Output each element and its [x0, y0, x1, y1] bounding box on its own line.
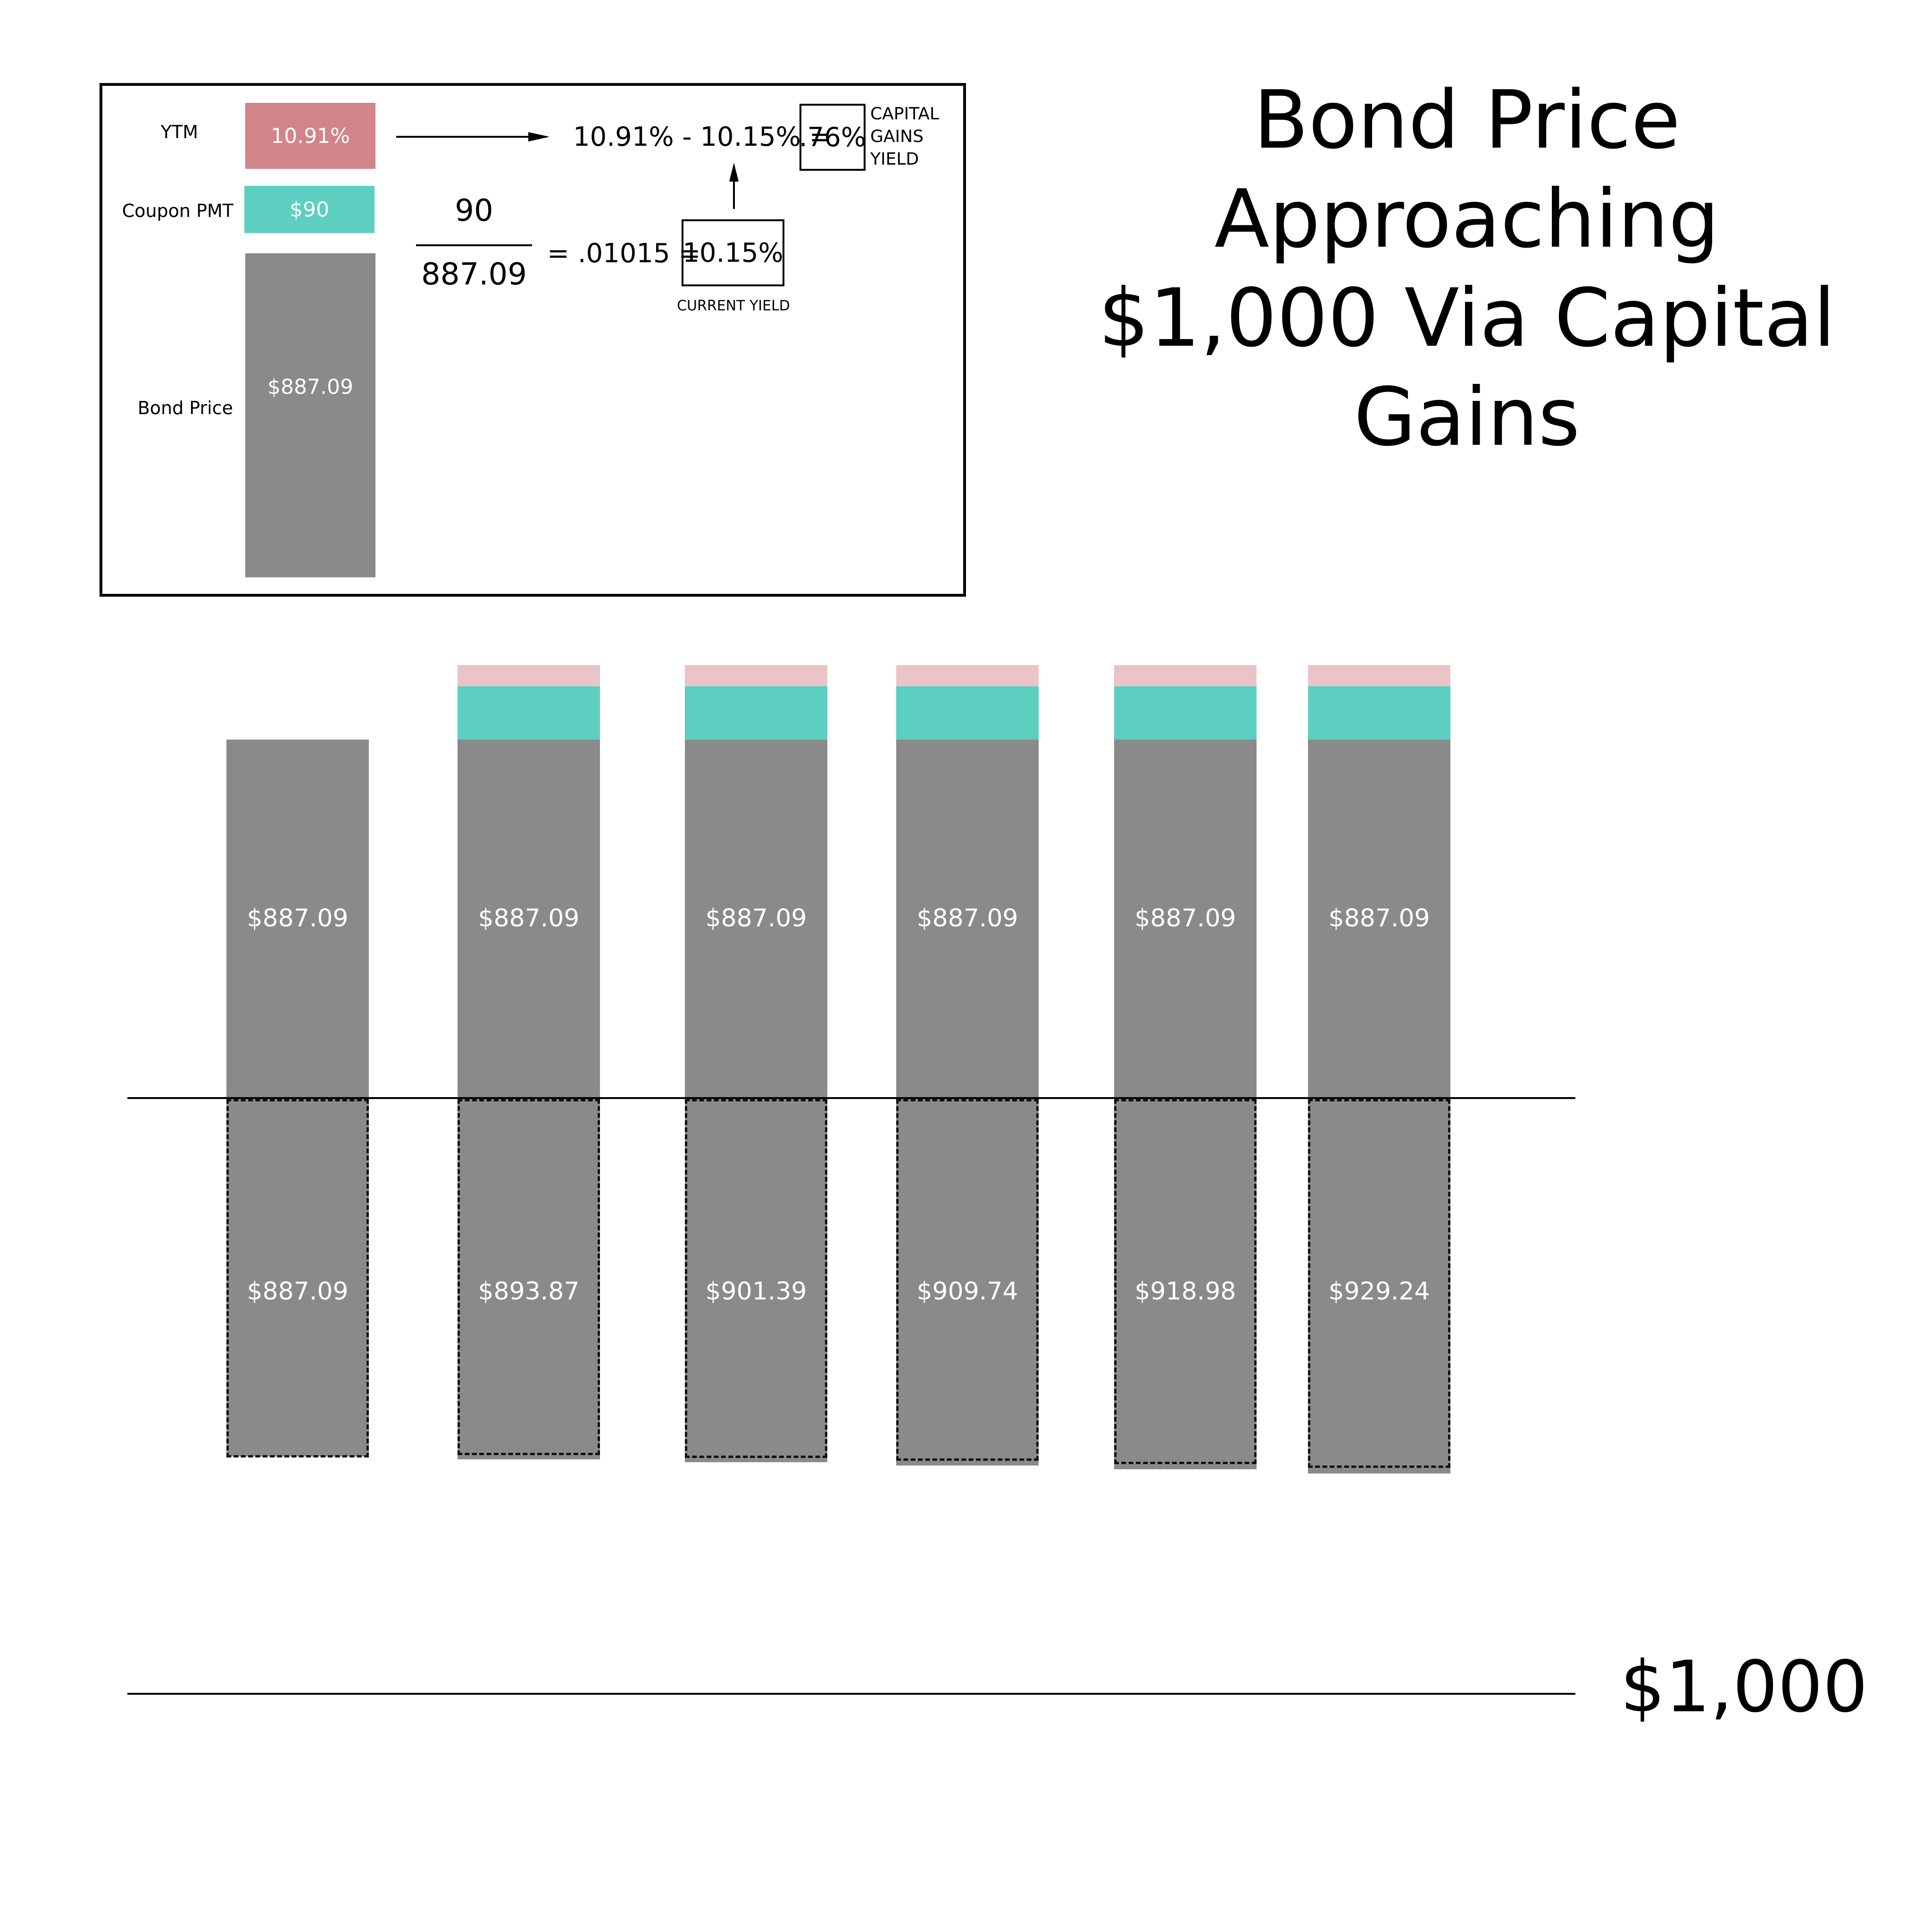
- capital-gains-segment: [1308, 665, 1450, 686]
- current-yield-value-box: 10.15%: [682, 219, 784, 286]
- ytm-minus-cy-text: 10.91% - 10.15% =: [573, 122, 832, 152]
- previous-level-outline: [226, 1099, 369, 1457]
- current-yield-label: CURRENT YIELD: [677, 298, 790, 314]
- capital-gains-segment: [685, 665, 827, 686]
- previous-level-outline: [1308, 1099, 1450, 1468]
- ratio-text: = .01015 =: [547, 238, 701, 269]
- coupon-segment: [1114, 686, 1257, 740]
- legend-box: [100, 83, 966, 597]
- ytm-label: YTM: [160, 122, 198, 142]
- par-value-label: $1,000: [1620, 1646, 1868, 1728]
- upper-price-bar: $887.09: [1114, 740, 1257, 1097]
- lower-price-bar: $901.39: [685, 1098, 827, 1463]
- coupon-segment: [685, 686, 827, 740]
- fraction-denominator: 887.09: [421, 257, 527, 292]
- capital-gains-segment: [1114, 665, 1257, 686]
- lower-price-bar: $929.24: [1308, 1098, 1450, 1474]
- previous-level-outline: [896, 1099, 1039, 1461]
- capital-gains-value-box: .76%: [799, 104, 866, 171]
- upper-price-bar: $887.09: [458, 740, 600, 1097]
- title-line-1: Bond Price Approaching: [1214, 74, 1720, 266]
- upper-price-bar: $887.09: [1308, 740, 1450, 1097]
- ytm-segment: 10.91%: [245, 103, 375, 169]
- previous-level-outline: [458, 1099, 600, 1455]
- bond-price-segment: $887.09: [245, 253, 375, 577]
- previous-level-outline: [685, 1099, 827, 1458]
- lower-price-bar: $918.98: [1114, 1098, 1257, 1470]
- fraction-bar: [416, 244, 532, 246]
- arrow-right-icon: [396, 132, 550, 142]
- capital-gains-segment: [896, 665, 1039, 686]
- lower-price-bar: $893.87: [458, 1098, 600, 1459]
- lower-price-bar: $887.09: [226, 1098, 369, 1457]
- upper-price-bar: $887.09: [226, 740, 369, 1097]
- page-title: Bond Price Approaching $1,000 Via Capita…: [1014, 71, 1920, 467]
- upper-price-bar: $887.09: [685, 740, 827, 1097]
- lower-price-bar: $909.74: [896, 1098, 1039, 1466]
- coupon-segment: [896, 686, 1039, 740]
- coupon-segment: $90: [244, 186, 375, 233]
- bond-price-label: Bond Price: [137, 398, 233, 418]
- par-value-line: [127, 1693, 1575, 1695]
- coupon-segment: [1308, 686, 1450, 740]
- current-price-line: [127, 1097, 1575, 1099]
- fraction-numerator: 90: [455, 193, 493, 228]
- title-line-2: $1,000 Via Capital Gains: [1098, 272, 1836, 464]
- capital-gains-segment: [458, 665, 600, 686]
- coupon-segment: [458, 686, 600, 740]
- arrow-up-icon: [729, 163, 739, 209]
- previous-level-outline: [1114, 1099, 1257, 1465]
- capital-gains-label: CAPITAL GAINS YIELD: [870, 104, 939, 169]
- coupon-label: Coupon PMT: [122, 200, 233, 221]
- upper-price-bar: $887.09: [896, 740, 1039, 1097]
